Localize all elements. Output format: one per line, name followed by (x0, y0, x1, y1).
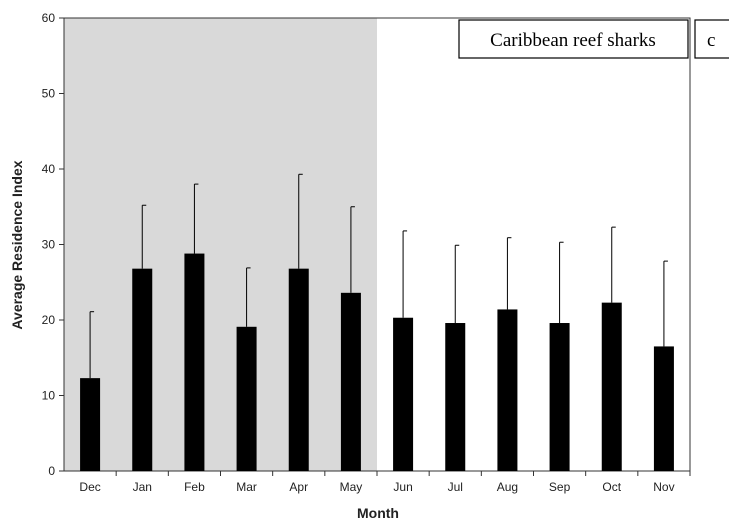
bar-jun (393, 317, 414, 471)
chart-title-box: Caribbean reef sharks (458, 19, 689, 59)
bar-feb (184, 253, 205, 471)
x-tick-label-feb: Feb (184, 480, 205, 494)
error-bar-jun (402, 230, 408, 318)
error-bar-aug (506, 237, 512, 310)
bar-aug (497, 309, 518, 471)
x-tick-label-apr: Apr (289, 480, 308, 494)
y-tick-label: 50 (42, 87, 56, 101)
bar-series (80, 253, 674, 471)
x-tick-label-mar: Mar (236, 480, 257, 494)
x-tick-label-jul: Jul (448, 480, 463, 494)
y-axis-ticks: 0 10 20 30 40 50 60 (42, 11, 64, 478)
x-tick-label-dec: Dec (79, 480, 100, 494)
bar-oct (601, 302, 622, 471)
bar-apr (288, 268, 309, 471)
y-tick-label: 60 (42, 11, 56, 25)
error-bar-apr (298, 173, 303, 269)
error-bar-may (350, 206, 355, 293)
x-tick-label-may: May (340, 480, 363, 494)
dry-season-shading (64, 18, 377, 471)
y-tick-label: 20 (42, 313, 56, 327)
y-tick-label: 40 (42, 162, 56, 176)
error-bar-feb (193, 183, 199, 254)
x-tick-label-oct: Oct (602, 480, 621, 494)
y-tick-label: 10 (42, 389, 56, 403)
bar-jan (132, 268, 153, 471)
y-tick-label: 30 (42, 238, 56, 252)
bar-may (340, 292, 361, 471)
x-tick-label-aug: Aug (497, 480, 518, 494)
bar-dec (80, 378, 101, 471)
x-tick-label-nov: Nov (653, 480, 674, 494)
error-bar-jan (141, 204, 147, 269)
error-bar-oct (611, 226, 616, 303)
x-tick-label-sep: Sep (549, 480, 571, 494)
bar-nov (653, 346, 674, 471)
x-tick-label-jun: Jun (393, 480, 412, 494)
x-axis-ticks: Dec Jan Feb Mar Apr May Jun Jul Aug Sep Oct Nov (79, 471, 691, 494)
bar-jul (445, 323, 466, 471)
error-bar-jul (454, 244, 460, 324)
error-bar-mar (246, 267, 251, 327)
y-tick-label: 0 (48, 464, 55, 478)
bar-sep (549, 323, 570, 471)
error-bar-nov (663, 260, 668, 347)
error-bar-sep (559, 241, 564, 324)
bar-mar (236, 326, 257, 471)
y-axis-title: Average Residence Index (9, 160, 25, 329)
chart-title: Caribbean reef sharks (490, 30, 656, 51)
panel-letter-box: c (694, 19, 729, 59)
x-axis-title: Month (357, 505, 399, 521)
error-bar-dec (89, 311, 95, 379)
x-tick-label-jan: Jan (133, 480, 152, 494)
error-bars (89, 173, 668, 379)
panel-letter: c (707, 30, 715, 51)
